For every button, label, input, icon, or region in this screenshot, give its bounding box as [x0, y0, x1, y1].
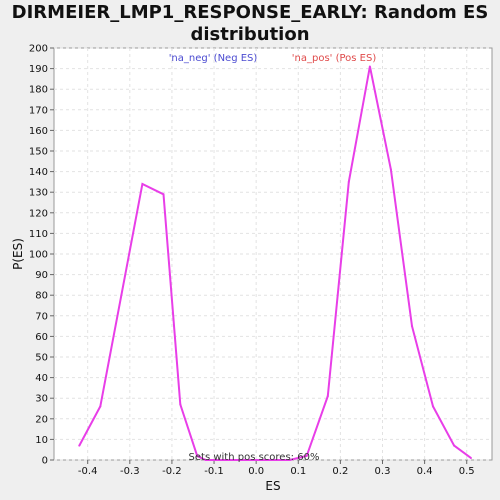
data-point	[369, 66, 371, 68]
x-tick-label: -0.2	[162, 466, 182, 477]
x-tick-label: -0.3	[120, 466, 140, 477]
data-point	[390, 169, 392, 171]
x-tick-label: -0.1	[204, 466, 224, 477]
y-tick-label: 20	[35, 414, 48, 425]
y-axis-label: P(ES)	[11, 238, 25, 270]
x-axis-label: ES	[265, 479, 280, 493]
pos-legend-label: 'na_pos' (Pos ES)	[292, 53, 377, 64]
data-point	[411, 325, 413, 327]
y-tick-label: 160	[29, 126, 48, 137]
data-point	[327, 395, 329, 397]
y-tick-label: 100	[29, 250, 48, 261]
y-tick-label: 60	[35, 332, 48, 343]
x-tick-label: 0.0	[248, 466, 264, 477]
data-point	[141, 183, 143, 185]
y-tick-label: 70	[35, 311, 48, 322]
data-point	[99, 405, 101, 407]
y-tick-label: 30	[35, 394, 48, 405]
x-tick-label: 0.4	[417, 466, 433, 477]
data-point	[179, 403, 181, 405]
x-tick-label: 0.2	[332, 466, 348, 477]
y-tick-label: 170	[29, 105, 48, 116]
data-point	[470, 457, 472, 459]
data-point	[78, 445, 80, 447]
y-tick-label: 120	[29, 208, 48, 219]
x-tick-label: 0.5	[459, 466, 475, 477]
x-tick-label: -0.4	[78, 466, 98, 477]
y-tick-label: 180	[29, 85, 48, 96]
y-tick-label: 140	[29, 167, 48, 178]
y-tick-label: 200	[29, 44, 48, 55]
neg-legend-label: 'na_neg' (Neg ES)	[169, 53, 258, 64]
y-tick-label: 90	[35, 270, 48, 281]
y-tick-label: 50	[35, 353, 48, 364]
data-point	[432, 405, 434, 407]
y-tick-label: 150	[29, 147, 48, 158]
data-point	[453, 445, 455, 447]
y-tick-label: 80	[35, 291, 48, 302]
x-tick-label: 0.1	[290, 466, 306, 477]
y-tick-label: 110	[29, 229, 48, 240]
data-point	[163, 193, 165, 195]
y-tick-label: 130	[29, 188, 48, 199]
y-tick-label: 40	[35, 373, 48, 384]
y-tick-label: 0	[42, 456, 48, 467]
data-point	[348, 181, 350, 183]
annotation-text: Sets with pos scores: 60%	[189, 452, 320, 463]
y-axis-ticks: 0 10 20 30 40 50 60 70 80 90 100 110 120 130 140 150 160…	[29, 44, 54, 467]
x-tick-label: 0.3	[375, 466, 391, 477]
y-tick-label: 190	[29, 64, 48, 75]
y-tick-label: 10	[35, 435, 48, 446]
